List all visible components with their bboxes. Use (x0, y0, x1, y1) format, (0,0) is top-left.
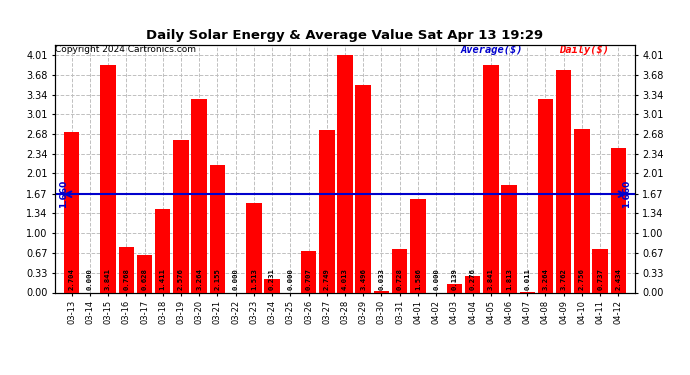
Bar (246, 203, 262, 292)
Text: 0.000: 0.000 (433, 268, 439, 290)
Bar (155, 209, 170, 292)
Text: 0.011: 0.011 (524, 268, 530, 290)
Bar (410, 199, 426, 292)
Text: 0.033: 0.033 (378, 268, 384, 290)
Bar (538, 99, 553, 292)
Text: 3.496: 3.496 (360, 268, 366, 290)
Text: 2.704: 2.704 (68, 268, 75, 290)
Bar (64, 132, 79, 292)
Text: 2.155: 2.155 (215, 268, 220, 290)
Bar (337, 55, 353, 292)
Text: 0.728: 0.728 (397, 268, 403, 290)
Text: 3.841: 3.841 (105, 268, 111, 290)
Text: 0.231: 0.231 (269, 268, 275, 290)
Bar (319, 130, 335, 292)
Bar (446, 284, 462, 292)
Text: 1.813: 1.813 (506, 268, 512, 290)
Bar (593, 249, 608, 292)
Text: 0.000: 0.000 (233, 268, 239, 290)
Bar (119, 247, 134, 292)
Bar (392, 249, 407, 292)
Bar (502, 185, 517, 292)
Bar (483, 65, 499, 292)
Text: Average($): Average($) (461, 45, 524, 55)
Text: Copyright 2024 Cartronics.com: Copyright 2024 Cartronics.com (55, 45, 196, 54)
Bar (374, 291, 389, 292)
Text: 3.762: 3.762 (561, 268, 566, 290)
Text: Daily($): Daily($) (560, 45, 609, 55)
Bar (355, 86, 371, 292)
Text: 0.139: 0.139 (451, 268, 457, 290)
Bar (301, 251, 316, 292)
Title: Daily Solar Energy & Average Value Sat Apr 13 19:29: Daily Solar Energy & Average Value Sat A… (146, 30, 544, 42)
Bar (210, 165, 225, 292)
Text: 1.411: 1.411 (160, 268, 166, 290)
Text: 1.513: 1.513 (251, 268, 257, 290)
Text: 3.264: 3.264 (542, 268, 549, 290)
Text: 4.013: 4.013 (342, 268, 348, 290)
Text: 2.434: 2.434 (615, 268, 622, 290)
Text: 2.749: 2.749 (324, 268, 330, 290)
Bar (556, 70, 571, 292)
Bar (264, 279, 280, 292)
Text: 1.660: 1.660 (622, 180, 631, 209)
Text: 0.628: 0.628 (141, 268, 148, 290)
Text: 0.276: 0.276 (470, 268, 475, 290)
Text: 3.264: 3.264 (196, 268, 202, 290)
Text: 1.660: 1.660 (59, 180, 68, 209)
Bar (191, 99, 207, 292)
Bar (100, 65, 116, 292)
Text: 0.000: 0.000 (87, 268, 93, 290)
Bar (465, 276, 480, 292)
Bar (137, 255, 152, 292)
Text: 0.707: 0.707 (306, 268, 312, 290)
Text: 0.000: 0.000 (287, 268, 293, 290)
Bar (173, 140, 188, 292)
Text: 1.586: 1.586 (415, 268, 421, 290)
Text: 3.841: 3.841 (488, 268, 494, 290)
Text: 0.768: 0.768 (124, 268, 129, 290)
Bar (611, 148, 626, 292)
Text: 2.576: 2.576 (178, 268, 184, 290)
Text: 0.737: 0.737 (597, 268, 603, 290)
Text: 2.756: 2.756 (579, 268, 585, 290)
Bar (574, 129, 590, 292)
